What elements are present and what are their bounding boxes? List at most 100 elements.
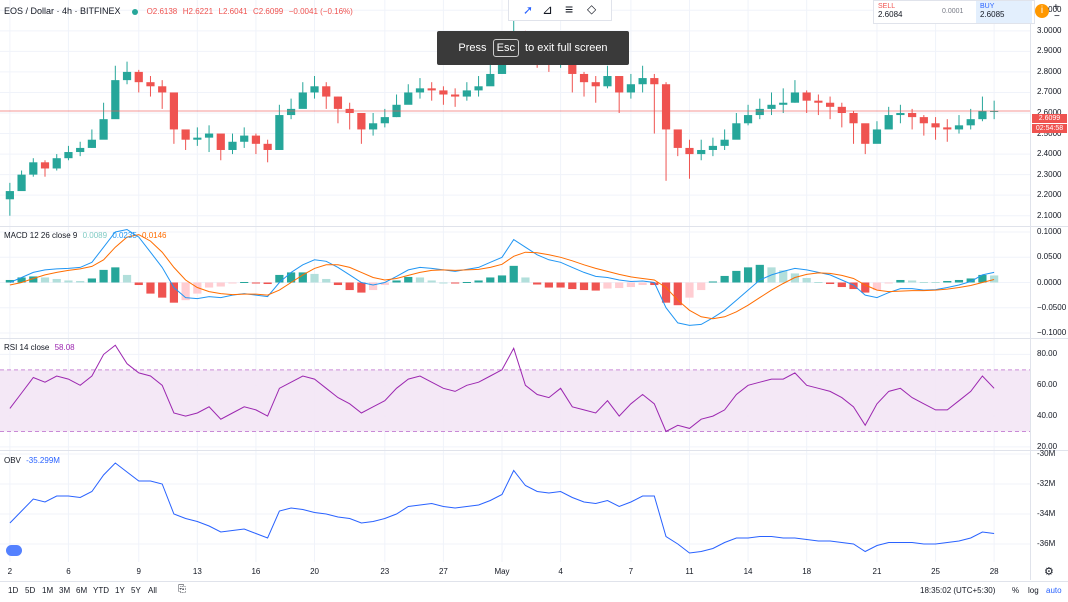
macd-histogram-bar xyxy=(931,281,940,283)
candle-body xyxy=(732,123,741,140)
candle-body xyxy=(216,133,225,150)
log-toggle[interactable]: log xyxy=(1028,586,1039,595)
macd-histogram-bar xyxy=(122,274,132,283)
macd-histogram-bar xyxy=(603,282,612,289)
y-tick-label: 0.0000 xyxy=(1037,277,1062,287)
x-tick-label: 2 xyxy=(7,567,13,576)
y-tick-label: 80.00 xyxy=(1037,349,1058,359)
macd-histogram-bar xyxy=(322,278,331,283)
price-candles xyxy=(5,10,999,216)
candle-body xyxy=(849,113,858,124)
timeframe-button[interactable]: 1D xyxy=(8,586,19,595)
macd-histogram-bar xyxy=(990,275,999,283)
timeframe-button[interactable]: 5D xyxy=(25,586,36,595)
macd-histogram-bar xyxy=(158,282,167,298)
candle-body xyxy=(814,100,823,103)
x-tick-label: 16 xyxy=(251,567,261,576)
chart-canvas[interactable] xyxy=(0,0,1068,580)
macd-histogram-bar xyxy=(298,272,307,283)
macd-histogram-bar xyxy=(5,279,14,283)
y-tick-label: 20.00 xyxy=(1037,441,1058,451)
candle-body xyxy=(369,123,378,130)
trend-line-icon[interactable]: ⊿ xyxy=(542,2,553,17)
y-tick-label: 0.1000 xyxy=(1037,227,1062,237)
candle-body xyxy=(17,174,26,192)
candle-body xyxy=(427,88,436,91)
macd-legend: MACD 12 26 close 9 0.0089 0.0235 0.0146 xyxy=(4,231,169,240)
x-tick-label: 11 xyxy=(685,567,694,576)
x-tick-label: 21 xyxy=(872,567,882,576)
obv-title: OBV xyxy=(4,456,21,465)
macd-histogram-bar xyxy=(697,282,706,291)
macd-histogram-bar xyxy=(568,282,577,290)
timeframe-button[interactable]: 6M xyxy=(76,586,88,595)
timeframe-button[interactable]: 3M xyxy=(59,586,71,595)
macd-histogram-bar xyxy=(111,267,120,283)
candle-body xyxy=(415,88,425,93)
live-dot-icon xyxy=(132,8,139,15)
esc-key: Esc xyxy=(492,39,519,57)
symbol-title: EOS / Dollar · 4h · BITFINEX xyxy=(4,6,121,16)
candle-body xyxy=(943,127,952,130)
candle-body xyxy=(228,141,237,150)
obv-value: -35.299M xyxy=(26,456,60,465)
candle-body xyxy=(966,119,975,126)
timeframe-button[interactable]: 5Y xyxy=(131,586,141,595)
macd-hist-value: 0.0089 xyxy=(82,231,108,240)
pane-separator[interactable] xyxy=(0,450,1068,451)
auto-toggle[interactable]: auto xyxy=(1046,586,1062,595)
trade-panel: SELL 2.6084 0.0001 BUY 2.6085 xyxy=(873,0,1035,24)
info-icon[interactable]: i xyxy=(1035,4,1049,18)
macd-histogram-bar xyxy=(99,269,108,283)
candle-body xyxy=(486,73,495,87)
pane-separator[interactable] xyxy=(0,338,1068,339)
y-tick-label: 2.8000 xyxy=(1037,66,1062,76)
fib-lines-icon[interactable]: ≡ xyxy=(565,1,574,17)
candle-body xyxy=(40,162,50,169)
eraser-icon[interactable]: ◇ xyxy=(587,2,597,16)
macd-histogram-bar xyxy=(40,277,50,283)
candle-body xyxy=(76,147,85,153)
candle-body xyxy=(158,86,167,93)
candle-body xyxy=(99,119,108,140)
cursor-icon[interactable]: ➚ xyxy=(523,3,534,17)
candle-body xyxy=(181,129,190,140)
macd-histogram-bar xyxy=(533,282,542,285)
candle-body xyxy=(615,76,624,93)
macd-histogram-bar xyxy=(521,277,530,283)
timeframe-button[interactable]: YTD xyxy=(93,586,109,595)
macd-histogram-bar xyxy=(251,282,261,284)
plus-icon[interactable]: + xyxy=(1053,2,1059,13)
macd-histogram-bar xyxy=(286,272,296,283)
candle-body xyxy=(204,133,214,138)
timeframe-button[interactable]: 1Y xyxy=(115,586,125,595)
timeframe-button[interactable]: 1M xyxy=(42,586,54,595)
sell-button[interactable]: SELL 2.6084 xyxy=(878,3,902,19)
minus-icon[interactable]: − xyxy=(1054,11,1060,22)
timeframe-button[interactable]: All xyxy=(148,586,157,595)
cloud-icon[interactable] xyxy=(6,545,22,556)
candle-body xyxy=(978,110,987,120)
percent-toggle[interactable]: % xyxy=(1012,586,1020,595)
y-tick-label: −0.0500 xyxy=(1037,302,1067,312)
macd-histogram-bar xyxy=(720,275,729,283)
buy-button[interactable]: BUY 2.6085 xyxy=(976,1,1032,23)
date-range-icon[interactable]: ⎘ xyxy=(178,584,186,595)
x-tick-label: 4 xyxy=(558,567,563,576)
settings-gear-icon[interactable]: ⚙ xyxy=(1044,566,1054,578)
y-tick-label: 2.5000 xyxy=(1037,128,1062,138)
y-tick-label: 40.00 xyxy=(1037,411,1058,421)
macd-histogram-bar xyxy=(861,282,870,293)
candle-body xyxy=(673,129,682,148)
x-tick-label: 6 xyxy=(66,567,71,576)
macd-histogram-bar xyxy=(779,270,788,283)
y-tick-label: -36M xyxy=(1037,539,1056,548)
macd-histogram-bar xyxy=(52,278,61,283)
candle-body xyxy=(638,78,647,85)
pane-separator[interactable] xyxy=(0,226,1068,227)
macd-histogram-bar xyxy=(17,277,26,283)
macd-signal-line xyxy=(9,234,995,320)
macd-histogram-bar xyxy=(579,282,589,291)
macd-histogram-bar xyxy=(64,280,73,283)
macd-histogram-bar xyxy=(544,282,553,288)
